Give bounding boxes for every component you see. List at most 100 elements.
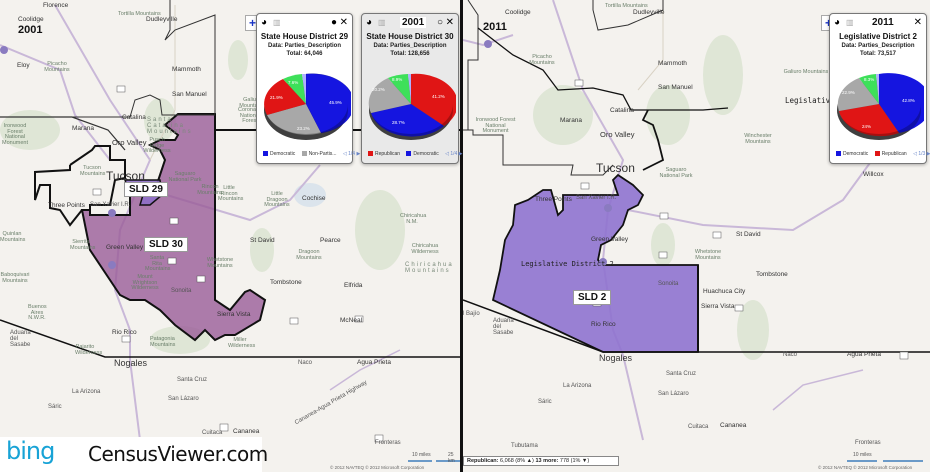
place-pusch-ridge: Pusch Ridge Wilderness [143, 137, 171, 154]
place-san-lazaro: San Lázaro [168, 396, 199, 402]
bar-chart-icon[interactable]: ▥ [846, 18, 854, 27]
slice-label: 24% [862, 124, 872, 129]
close-icon[interactable]: ✕ [445, 17, 454, 28]
place-marana: Marana [72, 125, 95, 132]
year-label-2011: 2011 [483, 21, 507, 33]
chart-legend: Republican Democratic ◁ 1/4 ▶ [368, 151, 463, 159]
place-fronteras: Fronteras [375, 440, 401, 446]
censusviewer-logo[interactable]: CensusViewer.com [88, 442, 268, 466]
legend-item-democratic[interactable]: Democratic [263, 151, 295, 157]
legend-item-republican[interactable]: Republican [368, 151, 400, 157]
place-florence: Florence [43, 2, 69, 9]
legend-item-nonpartisan[interactable]: Non-Partis... [301, 151, 336, 157]
close-icon[interactable]: ✕ [339, 17, 348, 28]
legend-item-democratic[interactable]: Democratic [836, 151, 868, 157]
place-san-manuel: San Manuel [172, 91, 207, 98]
place-cochise: Cochise [302, 195, 326, 202]
radio-empty-icon[interactable]: ○ [436, 17, 443, 28]
place-san-manuel-2011: San Manuel [658, 84, 693, 91]
place-whetstone: Whetstone Mountains [206, 257, 234, 269]
chart-title: Legislative District 2 [839, 32, 917, 41]
place-nogales: Nogales [114, 358, 148, 368]
chart-total: Total: 128,656 [390, 51, 430, 57]
place-saguaro: Saguaro National Park [168, 171, 202, 183]
place-elfrida: Elfrida [344, 282, 363, 289]
place-sierrita: Sierrita Mountains [70, 239, 96, 251]
place-san-lazaro-2011: San Lázaro [658, 391, 689, 397]
place-tucson-2011: Tucson [596, 161, 635, 175]
district-label-sld29[interactable]: SLD 29 [124, 182, 168, 197]
place-little-dragoon: Little Dragoon Mountains [264, 191, 290, 208]
bar-chart-icon[interactable]: ▥ [273, 18, 281, 27]
legend-item-democratic[interactable]: Democratic [406, 151, 439, 157]
pie-chart-sld30[interactable] [366, 66, 456, 146]
chart-title: State House District 30 [366, 32, 454, 41]
bing-logo[interactable]: bing [6, 437, 55, 465]
place-oro-valley: Oro Valley [112, 138, 147, 147]
close-icon[interactable]: ✕ [913, 17, 922, 28]
chart-legend: Democratic Non-Partis... ◁ 1/4 ▶ [263, 151, 360, 159]
district-name-partial: Legislative [785, 96, 835, 105]
chart-title: State House District 29 [260, 32, 349, 41]
pie-chart-ld2[interactable] [834, 66, 924, 146]
place-coolidge-2011: Coolidge [505, 9, 531, 16]
place-dudleyville: Dudleyville [146, 16, 178, 23]
chart-panel-sld29[interactable]: ◕ ▥ ● ✕ State House District 29 Data: Pa… [256, 13, 360, 164]
place-quinlan: Quinlan Mountains [0, 231, 26, 243]
place-saric-2011: Sáric [538, 399, 552, 405]
pie-chart-icon[interactable]: ◕ [366, 17, 373, 28]
slice-label: 21.9% [270, 95, 283, 100]
legend-item-republican[interactable]: Republican [874, 151, 907, 157]
place-st-david: St David [250, 237, 275, 244]
place-sierra-vista-2011: Sierra Vista [701, 303, 735, 310]
place-tombstone: Tombstone [270, 279, 302, 286]
place-oro-valley-2011: Oro Valley [600, 130, 635, 139]
slice-label: 23.2% [297, 126, 310, 131]
place-fronteras-2011: Fronteras [855, 440, 881, 446]
pie-chart-sld29[interactable] [261, 66, 351, 146]
legend-pager[interactable]: ◁ 1/3 ▶ [913, 151, 930, 157]
place-st-david-2011: St David [736, 231, 761, 238]
pie-chart-icon[interactable]: ◕ [834, 17, 841, 28]
place-tortilla-mtns-2011: Tortilla Mountains [605, 3, 648, 9]
place-el-bajio: l Bajío [463, 311, 480, 317]
place-sierra-vista: Sierra Vista [217, 311, 251, 318]
slice-label: 41.2% [432, 94, 445, 99]
place-ironwood: Ironwood Forest National Monument [2, 123, 28, 146]
chart-legend: Democratic Republican ◁ 1/3 ▶ [836, 151, 930, 159]
radio-filled-icon[interactable]: ● [330, 17, 337, 28]
place-miller: Miller Wilderness [228, 337, 256, 349]
bar-chart-icon[interactable]: ▥ [378, 18, 386, 27]
district-label-sld30[interactable]: SLD 30 [144, 237, 188, 252]
place-dudleyville-2011: Dudleyville [633, 9, 665, 16]
slice-label: 7.6% [288, 80, 299, 85]
place-tortilla-mtns: Tortilla Mountains [118, 11, 161, 17]
scale-bar-km [436, 460, 460, 462]
slice-label: 45.9% [329, 100, 342, 105]
place-mount-wrightson: Mount Wrightson Wilderness [131, 274, 159, 291]
place-mammoth-2011: Mammoth [658, 60, 687, 67]
place-rio-rico: Rio Rico [112, 329, 137, 336]
chart-year: 2011 [870, 17, 896, 28]
place-baboquivari: Baboquivari Mountains [0, 272, 30, 284]
district-label-sld2[interactable]: SLD 2 [573, 290, 612, 305]
status-more-label: 13 more: [535, 458, 559, 464]
place-marana-2011: Marana [560, 117, 583, 124]
place-buenos-aires: Buenos Aires N.W.R. [28, 304, 47, 321]
place-santa-catalina: Santa Catalina Mountains [147, 117, 193, 135]
chart-panel-ld2[interactable]: ◕ ▥ 2011 ✕ Legislative District 2 Data: … [829, 13, 930, 164]
slice-label: 20.2% [372, 87, 385, 92]
chart-panel-sld30[interactable]: ◕ ▥ 2001 ○ ✕ State House District 30 Dat… [361, 13, 463, 164]
legend-pager[interactable]: ◁ 1/4 ▶ [342, 151, 361, 157]
place-rio-rico-2011: Rio Rico [591, 321, 616, 328]
place-pajarito: Pajarito Wilderness [75, 344, 103, 356]
slice-label: 22.9% [842, 90, 855, 95]
place-huachuca-city: Huachuca City [703, 288, 746, 295]
scale-miles-label: 10 miles [412, 452, 431, 458]
place-santa-rita: Santa Rita Mountains [145, 255, 171, 272]
legend-pager[interactable]: ◁ 1/4 ▶ [445, 151, 463, 157]
place-mammoth: Mammoth [172, 66, 201, 73]
map-divider[interactable] [460, 0, 463, 472]
pie-chart-icon[interactable]: ◕ [261, 17, 268, 28]
place-chiricahua-mtns: Chiricahua Mountains [405, 262, 454, 274]
